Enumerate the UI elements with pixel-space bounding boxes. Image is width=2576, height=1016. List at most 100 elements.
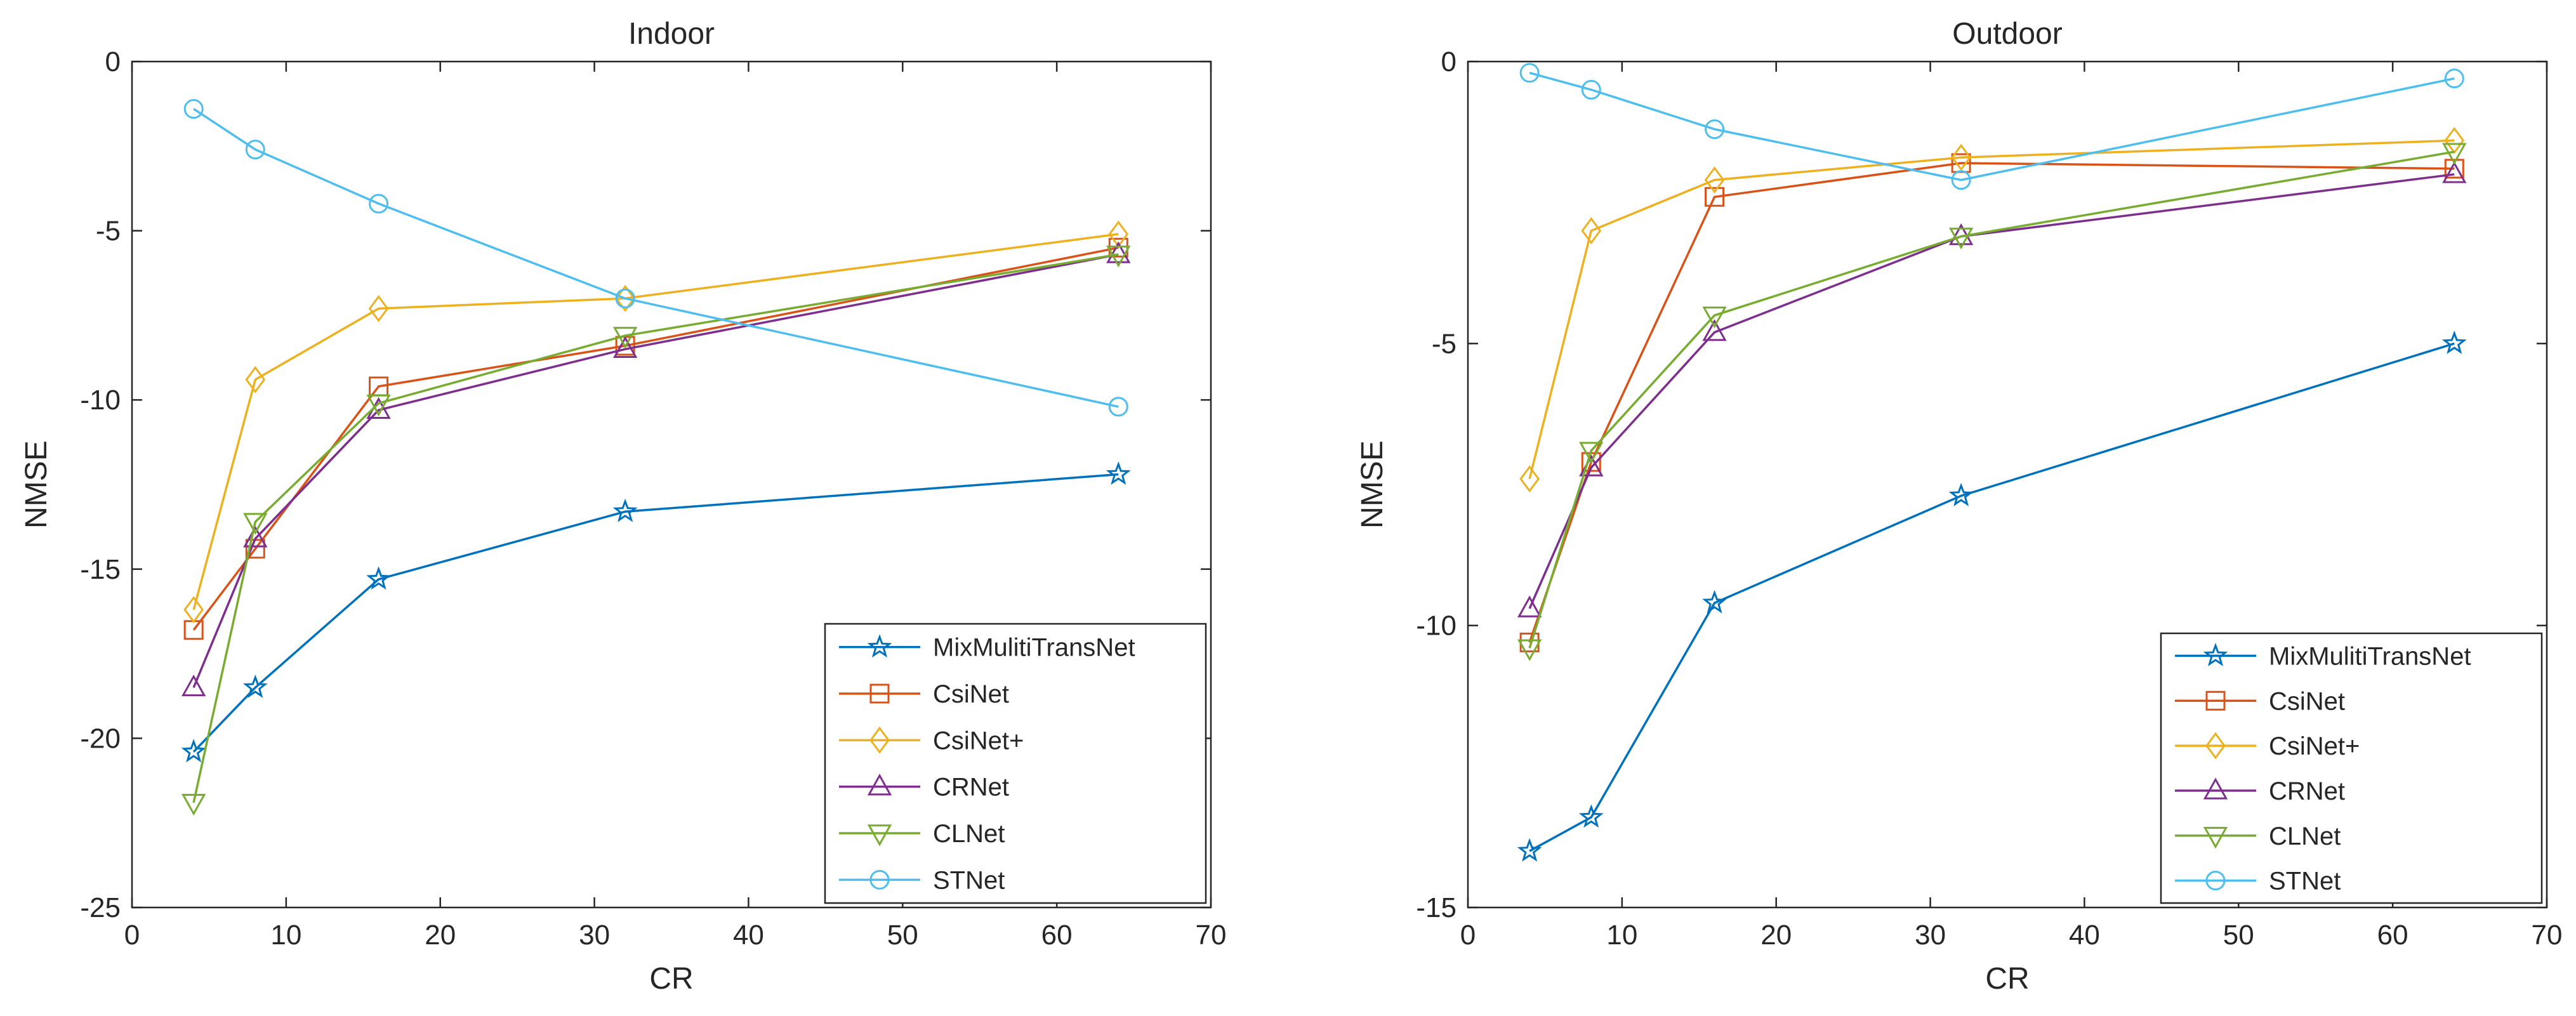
legend-item-stnet: STNet	[839, 866, 1005, 894]
data-point-stnet	[245, 140, 265, 160]
data-point-clnet	[243, 513, 268, 535]
legend-item-csinet: CsiNet	[839, 680, 1009, 708]
data-point-clnet	[1579, 442, 1604, 464]
y-tick-label: -5	[96, 216, 121, 247]
chart-title: Indoor	[628, 17, 715, 51]
x-tick-label: 60	[2377, 920, 2408, 951]
series-line-stnet	[1529, 72, 2455, 181]
legend-label: CRNet	[2269, 777, 2345, 805]
legend-marker	[869, 869, 890, 890]
data-point-clnet	[181, 793, 206, 816]
data-point-clnet	[1517, 639, 1542, 661]
data-point-csinet-	[1704, 166, 1725, 194]
legend-marker	[2203, 777, 2228, 800]
data-point-csinet-	[615, 284, 636, 312]
data-point-clnet	[1948, 227, 1974, 250]
legend-item-csinet: CsiNet	[2175, 687, 2345, 715]
y-tick-label: -5	[1432, 328, 1456, 359]
series-line-clnet	[1528, 150, 2455, 649]
legend-marker	[2205, 871, 2226, 891]
data-point-mixmulititransnet	[1578, 804, 1604, 828]
x-tick-label: 50	[2223, 920, 2254, 951]
legend-box	[2160, 632, 2543, 904]
legend-item-mixmulititransnet: MixMulitiTransNet	[839, 634, 1135, 662]
data-point-crnet	[1517, 595, 1542, 617]
legend-marker	[2203, 642, 2228, 666]
data-point-clnet	[1702, 307, 1727, 329]
legend-marker	[869, 726, 890, 754]
legend-marker	[869, 683, 890, 704]
data-point-mixmulititransnet	[181, 739, 206, 763]
y-tick-label: -20	[80, 723, 121, 754]
legend-label: CsiNet+	[933, 727, 1024, 755]
x-tick-label: 60	[1041, 920, 1073, 951]
chart-panel-outdoor: 0 10 20 30 40 50 60 70 0 -5 -10 -15 Outdoor CR NMSE Mix…	[1356, 17, 2562, 996]
series-csinet-	[183, 220, 1129, 624]
legend-label: CsiNet	[2269, 687, 2345, 715]
data-point-csinet	[1951, 153, 1971, 173]
chart-panel-indoor: 0 10 20 30 40 50 60 70 0 -5 -10 -15 -20 -25 Indoor CR NM…	[20, 17, 1226, 996]
x-tick-label: 10	[270, 920, 301, 951]
x-tick-label: 0	[1460, 920, 1476, 951]
data-point-mixmulititransnet	[366, 566, 392, 590]
legend-marker	[867, 824, 892, 847]
x-tick-label: 70	[2532, 920, 2563, 951]
legend-label: CLNet	[933, 820, 1005, 848]
data-point-crnet	[243, 525, 268, 548]
x-tick-label: 40	[2069, 920, 2100, 951]
data-point-csinet-	[1581, 217, 1602, 245]
series-clnet	[1517, 143, 2467, 661]
series-line-crnet	[192, 253, 1119, 689]
data-point-crnet	[612, 336, 638, 358]
series-mixmulititransnet	[1517, 330, 2467, 862]
series-line-clnet	[192, 253, 1119, 803]
data-point-stnet	[2444, 69, 2464, 89]
legend-label: MixMulitiTransNet	[933, 634, 1135, 662]
legend-box	[824, 623, 1207, 904]
series-line-csinet-	[192, 233, 1119, 610]
y-tick-label: -10	[80, 385, 121, 416]
data-point-crnet	[181, 674, 206, 697]
legend-label: CRNet	[933, 774, 1009, 802]
x-tick-label: 30	[579, 920, 610, 951]
chart-title: Outdoor	[1952, 17, 2062, 51]
legend-label: CsiNet+	[2269, 732, 2360, 760]
legend-item-clnet: CLNet	[839, 820, 1005, 848]
x-tick-label: 30	[1915, 920, 1946, 951]
data-point-stnet	[1108, 397, 1128, 417]
x-tick-label: 20	[1760, 920, 1792, 951]
legend-item-csinet-: CsiNet+	[2175, 732, 2360, 760]
series-line-mixmulititransnet	[1529, 342, 2455, 852]
legend-item-csinet-: CsiNet+	[839, 726, 1024, 755]
y-tick-label: -25	[80, 892, 121, 923]
data-point-csinet-	[368, 294, 389, 322]
x-axis-label: CR	[649, 962, 693, 996]
series-line-mixmulititransnet	[192, 473, 1119, 753]
data-point-stnet	[369, 194, 389, 214]
data-point-crnet	[1106, 241, 1131, 263]
series-line-stnet	[193, 108, 1119, 408]
data-point-clnet	[366, 394, 391, 417]
x-tick-label: 0	[124, 920, 140, 951]
series-mixmulititransnet	[181, 461, 1131, 763]
data-point-csinet	[1519, 632, 1540, 652]
data-point-csinet	[183, 620, 204, 640]
legend-marker	[2205, 690, 2226, 711]
legend-item-stnet: STNet	[2175, 868, 2341, 895]
series-stnet	[1519, 63, 2464, 190]
legend-label: CLNet	[2269, 822, 2341, 850]
series-stnet	[183, 99, 1128, 417]
legend-label: STNet	[2269, 868, 2341, 895]
legend-marker	[2203, 827, 2228, 849]
legend-marker	[867, 634, 892, 658]
data-point-mixmulititransnet	[1517, 838, 1542, 862]
legend-marker	[2205, 732, 2226, 760]
legend-marker	[867, 774, 892, 796]
legend-label: MixMulitiTransNet	[2269, 642, 2471, 670]
y-axis-label: NMSE	[1356, 440, 1389, 529]
data-point-stnet	[1519, 63, 1540, 83]
legend-item-crnet: CRNet	[839, 774, 1009, 802]
x-tick-label: 50	[887, 920, 918, 951]
data-point-mixmulititransnet	[1106, 461, 1131, 485]
series-line-csinet	[192, 246, 1119, 631]
